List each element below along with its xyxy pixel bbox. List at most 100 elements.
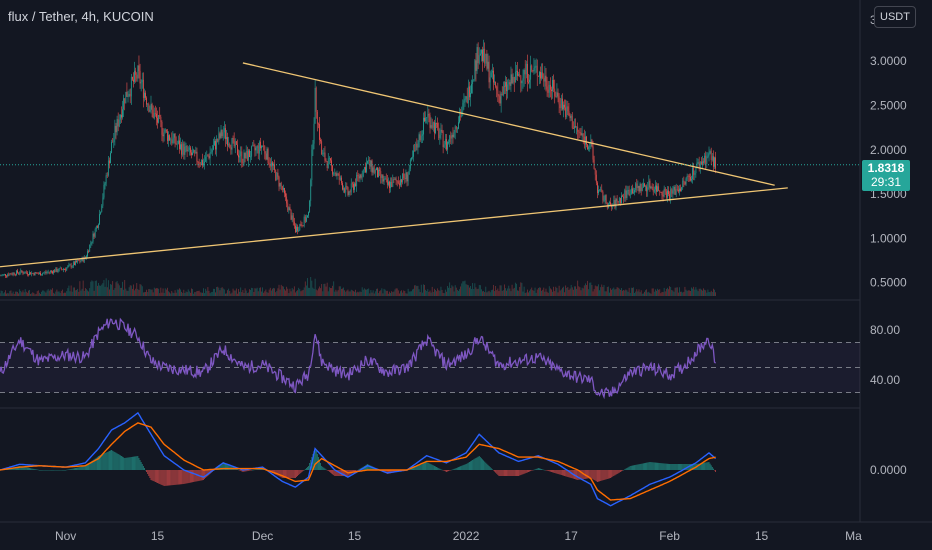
volume-bar — [78, 291, 80, 296]
macd-histogram-bar — [287, 470, 289, 478]
volume-bar — [530, 289, 532, 296]
candle-body — [713, 156, 714, 167]
volume-bar — [223, 289, 225, 296]
candle-body — [351, 183, 353, 185]
candle-body — [537, 75, 539, 77]
volume-bar — [313, 288, 315, 296]
candle-body — [534, 66, 536, 68]
candle-body — [328, 158, 330, 159]
volume-bar — [433, 288, 435, 296]
rsi-pane[interactable] — [0, 317, 860, 400]
candle-body — [456, 128, 458, 130]
volume-bar — [230, 293, 232, 296]
volume-bar — [140, 284, 142, 296]
candle-body — [86, 256, 87, 259]
volume-bar — [57, 291, 59, 296]
volume-bar — [292, 289, 294, 296]
macd-histogram-bar — [423, 463, 424, 470]
macd-pane[interactable] — [0, 411, 717, 507]
candle-body — [255, 147, 257, 151]
macd-histogram-bar — [524, 470, 526, 474]
candle-body — [397, 181, 399, 184]
candle-body — [502, 86, 504, 96]
macd-histogram-bar — [611, 470, 613, 478]
candle-body — [530, 65, 532, 80]
candle-body — [433, 122, 435, 134]
candle-body — [218, 133, 220, 142]
volume-bars — [0, 277, 716, 296]
macd-histogram-bar — [580, 470, 582, 480]
macd-histogram-bar — [69, 469, 71, 470]
volume-bar — [311, 280, 313, 296]
candle-body — [700, 161, 702, 164]
candle-body — [159, 115, 161, 117]
candle-body — [310, 180, 312, 201]
candle-body — [217, 138, 219, 142]
macd-histogram-bar — [145, 470, 146, 471]
candle-body — [257, 145, 259, 154]
volume-bar — [428, 291, 430, 296]
macd-histogram-bar — [449, 470, 451, 471]
currency-selector[interactable]: USDT — [874, 6, 916, 28]
macd-histogram-bar — [428, 463, 430, 470]
volume-bar — [485, 286, 487, 296]
macd-histogram-bar — [477, 456, 479, 470]
volume-bar — [347, 289, 349, 296]
candle-body — [209, 152, 211, 159]
volume-bar — [24, 289, 26, 296]
macd-histogram-bar — [613, 470, 615, 476]
candle-body — [489, 77, 491, 83]
volume-bar — [578, 286, 580, 296]
macd-histogram-bar — [65, 470, 67, 471]
volume-bar — [559, 290, 561, 296]
macd-histogram-bar — [546, 470, 548, 471]
volume-bar — [301, 290, 303, 296]
macd-histogram-bar — [475, 458, 477, 470]
volume-bar — [235, 288, 237, 296]
trendlines[interactable] — [0, 62, 788, 268]
volume-bar — [674, 287, 676, 296]
macd-histogram-bar — [243, 470, 245, 472]
candle-body — [7, 274, 9, 277]
macd-histogram-bar — [74, 468, 75, 470]
volume-bar — [402, 292, 404, 296]
macd-histogram-bar — [167, 470, 168, 486]
volume-bar — [254, 288, 256, 296]
macd-histogram-bar — [653, 462, 655, 470]
candle-body — [699, 161, 701, 169]
last-price-value: 1.8318 — [867, 161, 905, 175]
macd-histogram-bar — [579, 470, 581, 480]
candle-body — [142, 79, 144, 98]
macd-histogram-bar — [469, 462, 470, 470]
macd-histogram-bar — [600, 470, 602, 481]
candle-body — [710, 151, 712, 160]
candle-body — [612, 205, 614, 208]
macd-histogram-bar — [622, 470, 623, 471]
macd-histogram-bar — [307, 467, 308, 470]
volume-bar — [188, 291, 190, 296]
candle-body — [337, 173, 339, 175]
macd-histogram-bar — [671, 464, 673, 470]
volume-bar — [53, 292, 54, 296]
volume-bar — [220, 287, 222, 296]
volume-bar — [84, 288, 86, 296]
macd-histogram-bar — [304, 469, 306, 470]
macd-histogram-bar — [705, 462, 707, 470]
candle-body — [94, 228, 96, 237]
candle-body — [355, 183, 356, 187]
macd-histogram-bar — [415, 466, 417, 470]
volume-bar — [546, 291, 548, 296]
price-pane[interactable] — [0, 39, 860, 296]
candle-body — [325, 160, 327, 162]
volume-bar — [168, 291, 169, 296]
macd-histogram-bar — [359, 468, 361, 470]
candle-body — [191, 152, 192, 156]
macd-histogram-bar — [105, 452, 107, 470]
candle-body — [149, 109, 151, 112]
macd-histogram-bar — [342, 470, 343, 476]
candle-body — [621, 195, 622, 204]
volume-bar — [169, 292, 170, 296]
candle-body — [296, 226, 297, 232]
candle-body — [481, 49, 482, 54]
